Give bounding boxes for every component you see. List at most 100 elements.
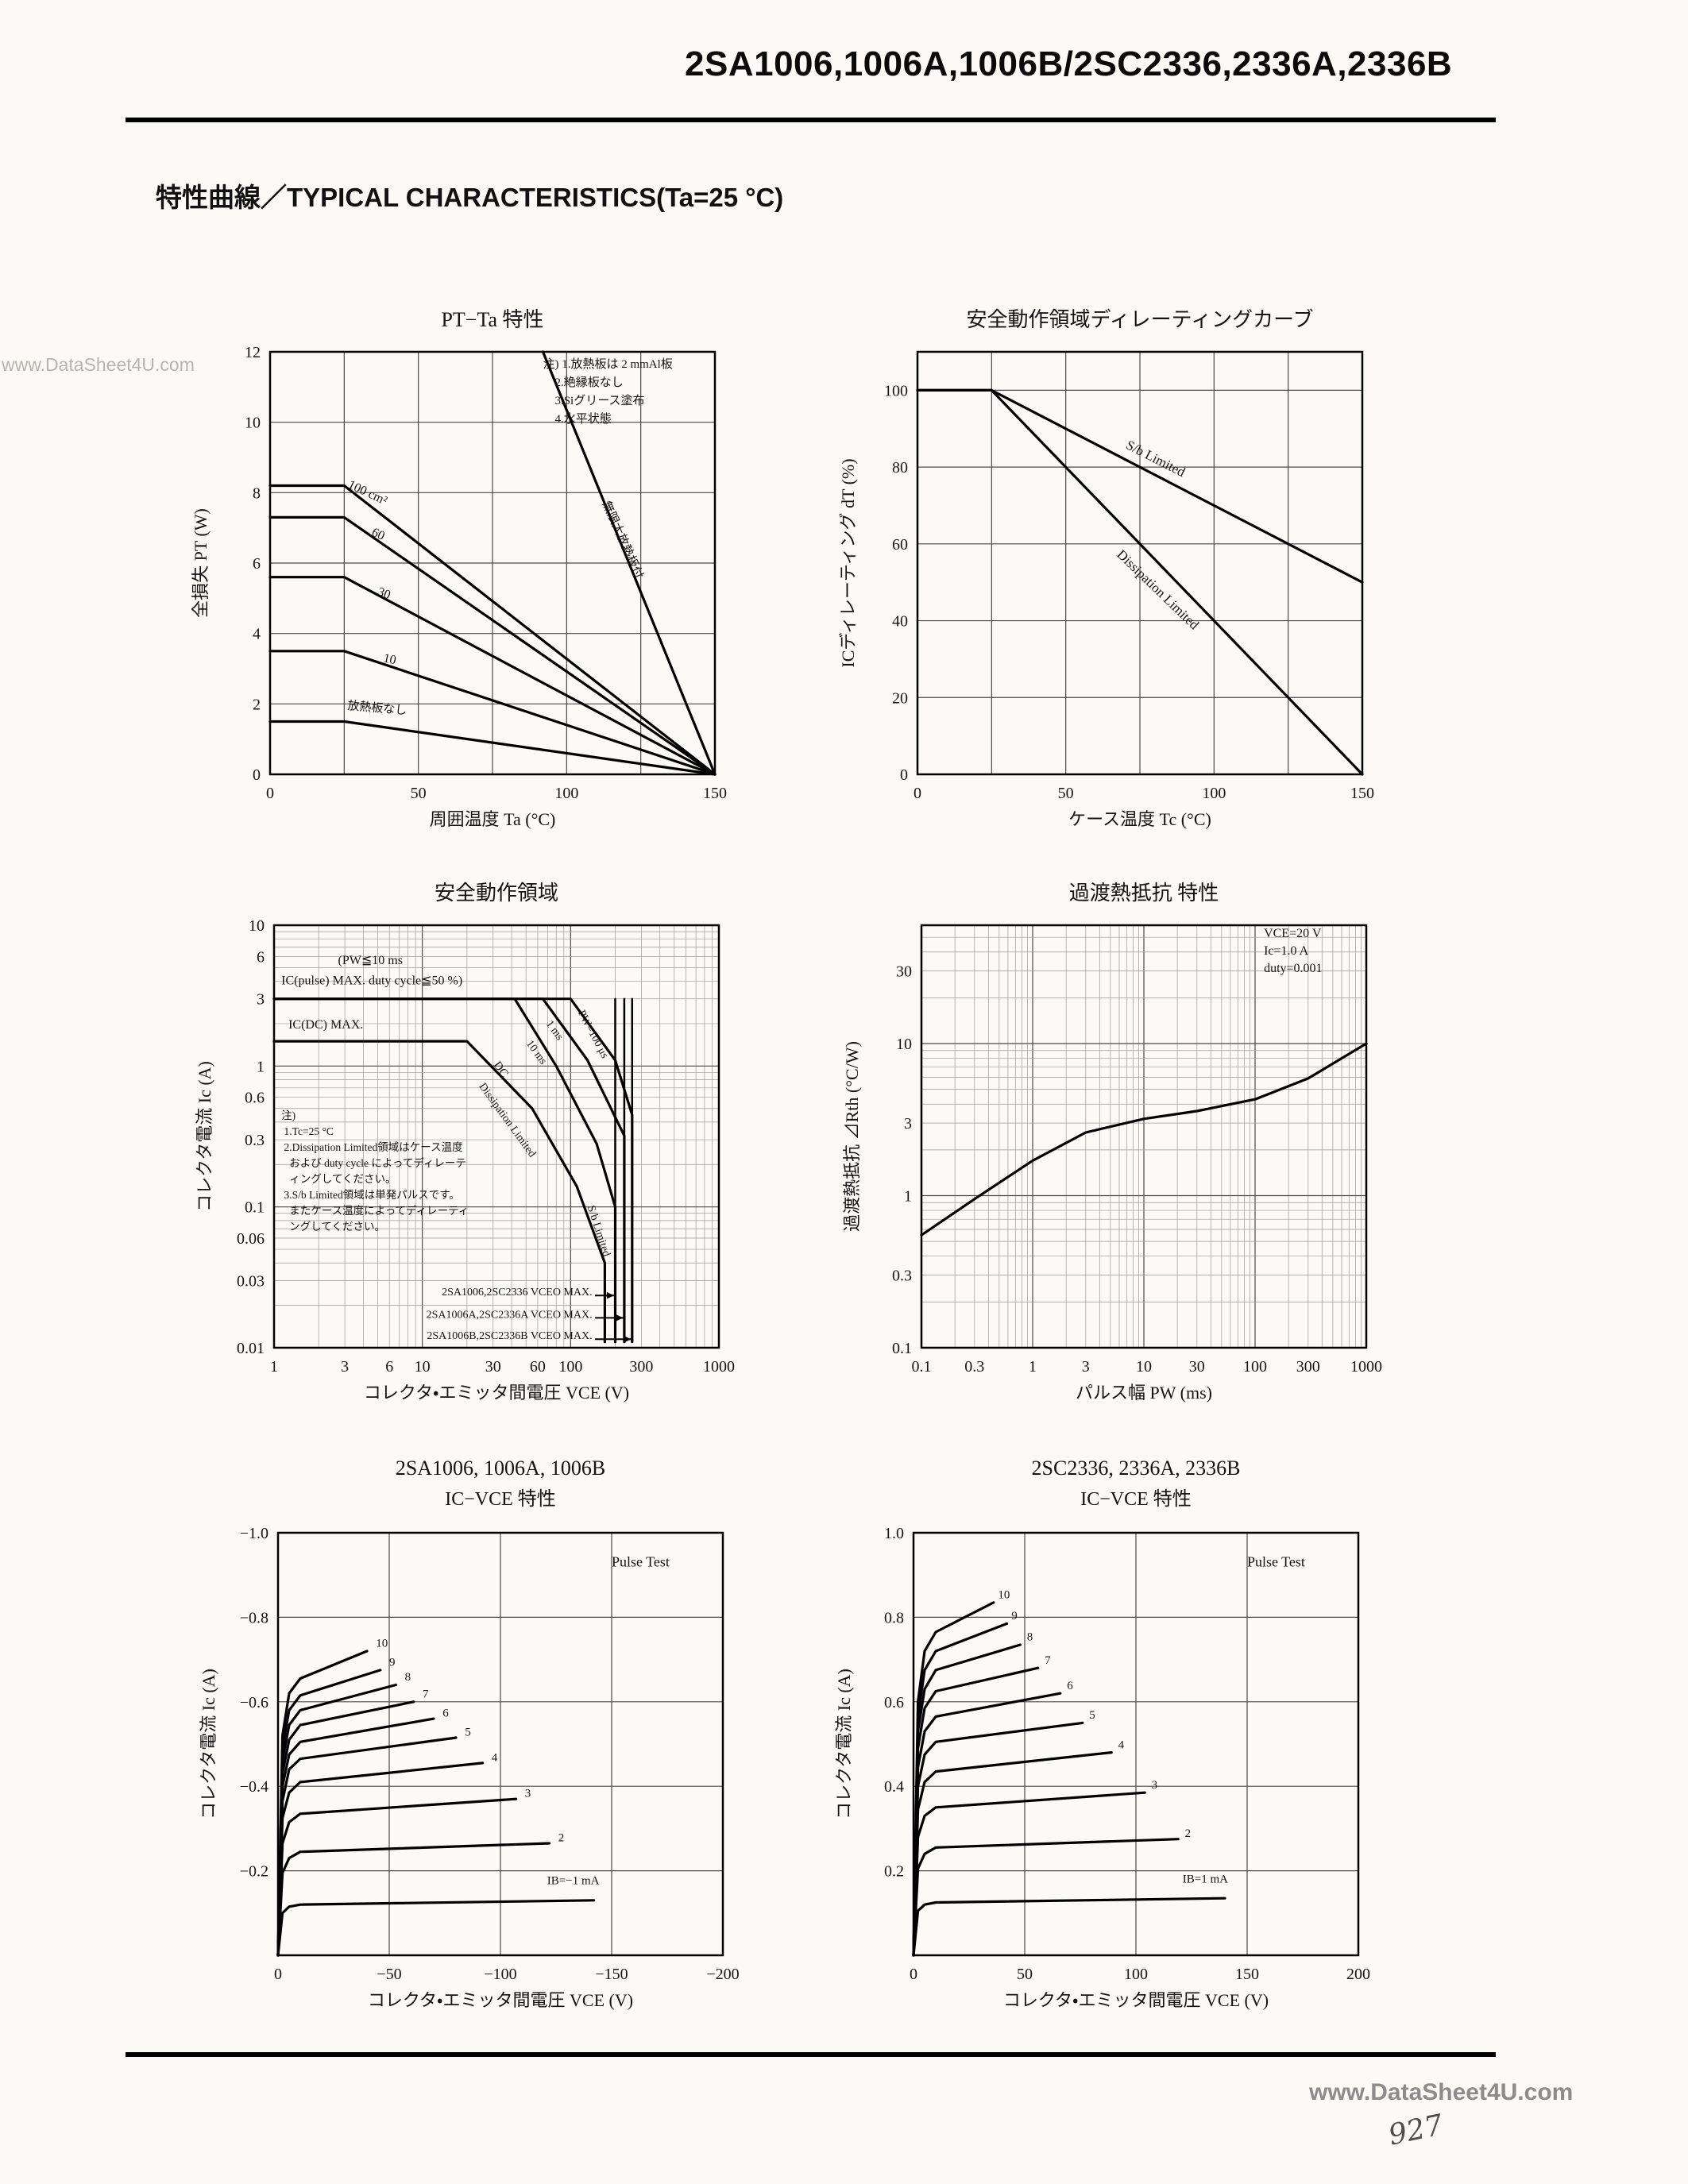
page-title: 2SA1006,1006A,1006B/2SC2336,2336A,2336B: [685, 44, 1453, 83]
annotation-text: 2SA1006A,2SC2336A VCEO MAX.: [427, 1309, 593, 1321]
chart-figure-thermal-resistance: 0.1 0.3 1 3 10 30 100 300 1000 0.1 0.3 1 3 10 30 過渡熱抵抗 …: [822, 870, 1410, 1414]
series-line: [920, 1042, 1368, 1237]
series-line: [276, 1842, 551, 1957]
y-tick-label: 0.2: [884, 1863, 904, 1881]
y-tick-label: 6: [253, 555, 261, 573]
y-axis-label: コレクタ電流 Ic (A): [199, 1669, 218, 1819]
note-line: 注) 1.放熱板は 2 mmAl板: [543, 357, 672, 371]
series-lines: [920, 1042, 1368, 1237]
y-tick-label: 20: [892, 689, 908, 707]
watermark-left: www.DataSheet4U.com: [2, 354, 195, 375]
annotation-text: 5: [1089, 1709, 1095, 1722]
grid: [914, 1532, 1359, 1955]
y-tick-label: −0.6: [240, 1694, 268, 1711]
arrow-head: [606, 1291, 614, 1299]
plot-border: [920, 924, 1368, 1349]
note-line: Ic=1.0 A: [1264, 944, 1309, 958]
arrow-head: [624, 1335, 632, 1343]
x-tick-label: 0.1: [912, 1358, 932, 1376]
y-tick-label: 0: [900, 766, 908, 784]
y-tick-label: 6: [257, 948, 265, 966]
footer-rule: [126, 2052, 1496, 2057]
y-tick-label: 0.6: [245, 1090, 265, 1107]
y-tick-label: 10: [249, 917, 265, 935]
series-lines: [268, 350, 717, 776]
y-tick-label: 80: [892, 459, 908, 477]
chart-figure-soa-derating: 0 50 100 150 0 20 40 60 80 100 安全動作領域ディレーティングカーブ ケー…: [818, 296, 1406, 840]
y-axis-label: 過渡熱抵抗 ⊿Rth (°C/W): [842, 1041, 862, 1232]
x-tick-label: 150: [1350, 785, 1374, 802]
x-tick-label: 0: [910, 1966, 917, 1983]
x-axis-label: パルス幅 PW (ms): [1076, 1383, 1212, 1403]
section-title: 特性曲線／TYPICAL CHARACTERISTICS(Ta=25 °C): [156, 183, 784, 212]
annotation-text: 3: [525, 1788, 531, 1800]
y-tick-label: 0.4: [884, 1778, 904, 1796]
annotations: (PW≦10 ms IC(pulse) MAX. duty cycle≦50 %)…: [281, 954, 632, 1343]
chart-svg-ic-vce-2sc2336: 0 50 100 150 200 0.2 0.4 0.6 0.8 1.0 2SC2336, 2336…: [834, 1457, 1370, 2010]
chart-svg-soa-derating: 0 50 100 150 0 20 40 60 80 100 安全動作領域ディレーティングカーブケー…: [838, 308, 1374, 829]
tick-labels: 0 −50 −100 −150 −200 −0.2 −0.4 −0.6 −0.8 −1.0: [240, 1525, 740, 1983]
y-tick-label: 0.3: [245, 1132, 265, 1149]
annotation-text: 10 ms: [523, 1038, 549, 1067]
annotation-text: 9: [389, 1657, 396, 1669]
chart-figure-ic-vce-2sa1006: 0 −50 −100 −150 −200 −0.2 −0.4 −0.6 −0.8 −1.0 2SA1…: [179, 1449, 767, 2041]
note-line: 1.Tc=25 °C: [281, 1125, 334, 1137]
chart-title: 2SC2336, 2336A, 2336B: [1032, 1457, 1241, 1480]
page-number: 927: [1385, 2109, 1447, 2152]
x-tick-label: 100: [1202, 785, 1226, 802]
y-tick-label: 0.01: [237, 1340, 265, 1357]
annotation-text: 無限大放熱板付: [599, 499, 645, 581]
x-tick-label: −50: [377, 1966, 401, 1983]
annotation-text: 5: [465, 1726, 471, 1738]
tick-labels: 0.1 0.3 1 3 10 30 100 300 1000 0.1 0.3 1 3 10 30: [892, 963, 1382, 1376]
y-tick-label: −0.2: [240, 1863, 268, 1881]
series-line: [912, 1838, 1180, 1957]
x-tick-label: 50: [1017, 1966, 1033, 1983]
annotation-text: 2SA1006B,2SC2336B VCEO MAX.: [427, 1330, 592, 1342]
x-tick-label: −100: [484, 1966, 516, 1983]
annotation-text: Pulse Test: [1247, 1554, 1305, 1570]
note-line: ングしてください。: [281, 1221, 385, 1233]
series-line: [268, 484, 717, 776]
y-tick-label: 0.6: [884, 1694, 904, 1711]
x-tick-label: 3: [341, 1358, 349, 1376]
x-tick-label: 3: [1082, 1358, 1090, 1376]
y-tick-label: −0.4: [240, 1778, 268, 1796]
x-axis-label: 周囲温度 Ta (°C): [430, 809, 556, 829]
annotation-text: 6: [442, 1707, 449, 1719]
annotation-text: S/b Limited: [585, 1204, 612, 1258]
chart-svg-thermal: 0.1 0.3 1 3 10 30 100 300 1000 0.1 0.3 1 3 10 30 過渡熱抵抗 …: [842, 882, 1382, 1403]
note-line: 4.水平状態: [543, 412, 611, 426]
x-tick-label: 100: [1243, 1358, 1267, 1376]
y-tick-label: 2: [253, 696, 261, 713]
tick-labels: 0 50 100 150 0 2 4 6 8 10 12: [245, 344, 727, 802]
header-rule: [126, 118, 1496, 122]
annotation-text: 2: [1185, 1827, 1192, 1840]
annotation-text: 4: [1118, 1738, 1125, 1751]
grid: [273, 924, 720, 1349]
series-line: [276, 1761, 485, 1957]
series-line: [268, 576, 717, 776]
note-line: duty=0.001: [1264, 962, 1322, 975]
plot-border: [276, 1531, 724, 1957]
series-lines: [272, 997, 634, 1344]
annotation-text: IC(pulse) MAX. duty cycle≦50 %): [281, 974, 462, 988]
annotation-text: IB=1 mA: [1183, 1873, 1228, 1885]
note-line: VCE=20 V: [1264, 927, 1322, 940]
y-tick-label: −0.8: [240, 1609, 268, 1626]
tick-labels: 0 50 100 150 200 0.2 0.4 0.6 0.8 1.0: [884, 1525, 1370, 1983]
series-lines: [912, 1601, 1226, 1957]
annotation-text: Dissipation Limited: [1114, 547, 1202, 633]
y-tick-label: −1.0: [240, 1525, 268, 1542]
tick-labels: 0 50 100 150 0 20 40 60 80 100: [884, 382, 1374, 802]
x-tick-label: 200: [1346, 1966, 1370, 1983]
note-line: 注): [281, 1109, 295, 1121]
note-line: ィングしてください。: [281, 1173, 396, 1185]
chart-title: 2SA1006, 1006A, 1006B: [396, 1457, 605, 1480]
y-tick-label: 1: [257, 1058, 265, 1075]
y-tick-label: 3: [904, 1115, 912, 1133]
series-line: [276, 1797, 518, 1957]
y-tick-label: 100: [884, 382, 908, 399]
